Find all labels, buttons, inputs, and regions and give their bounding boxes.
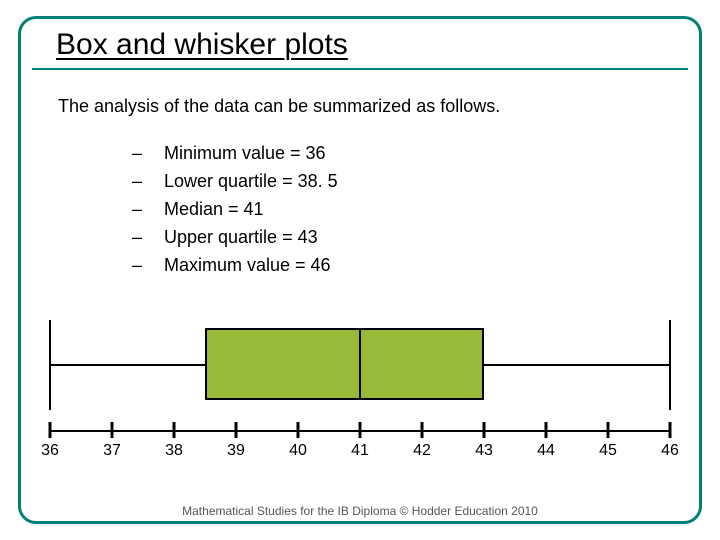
axis-tick: [421, 422, 424, 438]
axis-tick: [235, 422, 238, 438]
axis-tick-label: 37: [103, 442, 121, 460]
list-dash: –: [110, 224, 164, 252]
axis-tick: [111, 422, 114, 438]
intro-text: The analysis of the data can be summariz…: [58, 96, 500, 117]
axis-tick-label: 43: [475, 442, 493, 460]
axis-tick: [669, 422, 672, 438]
summary-list: –Minimum value = 36–Lower quartile = 38.…: [110, 140, 338, 279]
boxplot-area: [50, 310, 670, 428]
axis-tick-label: 42: [413, 442, 431, 460]
axis-tick: [545, 422, 548, 438]
list-item-text: Median = 41: [164, 196, 264, 224]
boxplot: 3637383940414243444546: [50, 310, 670, 470]
list-item: –Maximum value = 46: [110, 252, 338, 280]
axis-tick: [483, 422, 486, 438]
axis-tick-label: 45: [599, 442, 617, 460]
axis-tick-label: 40: [289, 442, 307, 460]
title-rule: [32, 68, 688, 70]
median-line: [359, 328, 361, 400]
axis-tick-label: 46: [661, 442, 679, 460]
list-item: –Minimum value = 36: [110, 140, 338, 168]
list-item: –Upper quartile = 43: [110, 224, 338, 252]
list-item-text: Upper quartile = 43: [164, 224, 318, 252]
axis-tick-label: 44: [537, 442, 555, 460]
whisker-right: [484, 364, 670, 366]
axis-tick: [607, 422, 610, 438]
axis-tick: [49, 422, 52, 438]
list-item-text: Minimum value = 36: [164, 140, 326, 168]
boxplot-axis: 3637383940414243444546: [50, 422, 670, 446]
axis-tick-label: 39: [227, 442, 245, 460]
list-dash: –: [110, 168, 164, 196]
axis-tick-label: 36: [41, 442, 59, 460]
list-item-text: Maximum value = 46: [164, 252, 331, 280]
whisker-left: [50, 364, 205, 366]
list-dash: –: [110, 140, 164, 168]
list-item-text: Lower quartile = 38. 5: [164, 168, 338, 196]
axis-tick-label: 41: [351, 442, 369, 460]
list-item: –Median = 41: [110, 196, 338, 224]
axis-tick: [359, 422, 362, 438]
list-dash: –: [110, 196, 164, 224]
page-title: Box and whisker plots: [56, 28, 348, 62]
axis-tick-label: 38: [165, 442, 183, 460]
axis-tick: [173, 422, 176, 438]
list-item: –Lower quartile = 38. 5: [110, 168, 338, 196]
list-dash: –: [110, 252, 164, 280]
box: [205, 328, 484, 400]
axis-tick: [297, 422, 300, 438]
footer-text: Mathematical Studies for the IB Diploma …: [0, 504, 720, 518]
